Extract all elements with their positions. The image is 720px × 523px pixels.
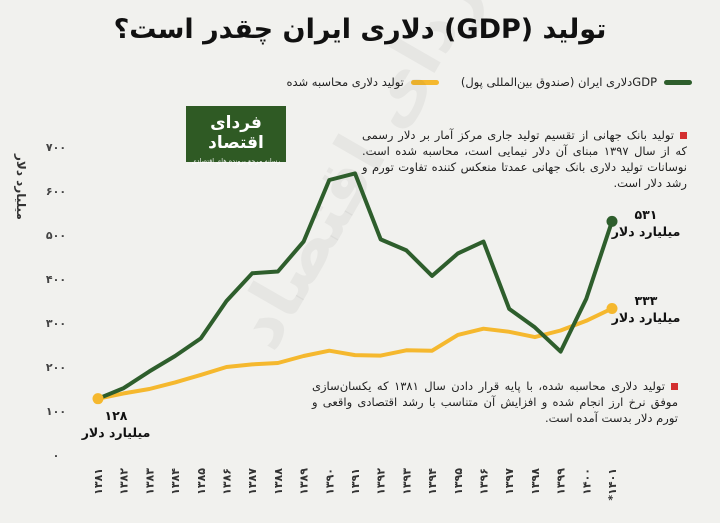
x-tick-label: ۱۳۸۸ [272, 468, 285, 495]
x-tick-label: ۱۳۹۷ [503, 468, 516, 495]
y-tick-label: ۷۰۰ [46, 141, 66, 154]
x-tick-label: ۱۳۸۶ [221, 468, 234, 495]
y-tick-label: ۲۰۰ [46, 361, 66, 374]
x-tick-label: ۱۳۹۵ [452, 468, 465, 495]
x-tick-label: ۱۳۹۰ [323, 468, 336, 495]
x-tick-label: ۱۳۹۲ [375, 468, 388, 495]
start-unit-label: میلیارد دلار [81, 425, 151, 440]
start-point-marker [92, 393, 104, 405]
y-tick-label: ۳۰۰ [46, 317, 66, 330]
x-tick-label: ۱۳۹۶ [478, 468, 491, 495]
end-green-unit-label: میلیارد دلار [611, 224, 681, 239]
y-tick-label: ۶۰۰ [46, 185, 66, 198]
y-axis-ticks: ۰ ۱۰۰ ۲۰۰ ۳۰۰ ۴۰۰ ۵۰۰ ۶۰۰ ۷۰۰ [46, 141, 66, 462]
note-2-text: تولید دلاری محاسبه شده، با پایه قرار داد… [312, 379, 678, 425]
note-world-bank: تولید بانک جهانی از تقسیم تولید جاری مرک… [362, 127, 687, 191]
y-tick-label: ۱۰۰ [46, 405, 66, 418]
end-green-value-label: ۵۳۱ [635, 207, 658, 222]
legend-label-green: GDPدلاری ایران (صندوق بین‌المللی پول) [460, 75, 657, 89]
note-bullet-icon [680, 132, 687, 139]
x-tick-label: ۱۳۸۵ [195, 468, 208, 495]
end-yellow-value-label: ۳۳۳ [635, 293, 658, 308]
legend-swatch-green [664, 79, 692, 85]
chart-title: تولید (GDP) دلاری ایران چقدر است؟ [113, 14, 607, 45]
logo: فردای اقتصاد رسانه مرجع پرونده های اقتصا… [186, 106, 286, 165]
note-1-text: تولید بانک جهانی از تقسیم تولید جاری مرک… [362, 128, 687, 190]
legend-swatch-yellow [410, 79, 439, 85]
x-tick-label: ۱۳۸۱ [92, 468, 105, 495]
note-calculated: تولید دلاری محاسبه شده، با پایه قرار داد… [312, 378, 678, 426]
legend-item-green: GDPدلاری ایران (صندوق بین‌المللی پول) [461, 75, 692, 89]
x-tick-label: ۱۳۹۱ [349, 468, 362, 495]
x-tick-label: ۱۳۸۴ [169, 468, 182, 495]
x-tick-label: ۱۳۸۹ [298, 468, 311, 495]
start-value-label: ۱۲۸ [105, 408, 128, 423]
end-point-marker-imf [606, 215, 618, 227]
y-axis-label: میلیارد دلار [14, 154, 28, 220]
legend-label-yellow: تولید دلاری محاسبه شده [286, 75, 404, 89]
y-tick-label: ۴۰۰ [46, 273, 66, 286]
x-tick-label: ۱۳۸۳ [143, 468, 156, 495]
x-tick-label: ۱۳۹۸ [529, 468, 542, 495]
x-tick-label: ۱۳۹۹ [555, 468, 568, 495]
y-tick-label: ۰ [53, 449, 60, 462]
x-tick-label: ۱۳۸۷ [246, 468, 259, 495]
x-tick-label: ۱۳۸۲ [118, 468, 131, 495]
logo-main-text: فردای اقتصاد [208, 113, 264, 153]
series-line-imf [96, 171, 614, 401]
x-axis-ticks: ۱۳۸۱ ۱۳۸۲ ۱۳۸۳ ۱۳۸۴ ۱۳۸۵ ۱۳۸۶ ۱۳۸۷ ۱۳۸۸ ۱۳۸۹ ۱۳۹۰… [92, 468, 619, 501]
end-point-marker-calculated [606, 302, 618, 314]
x-tick-label: ۱۳۹۳ [400, 468, 413, 495]
end-yellow-unit-label: میلیارد دلار [611, 310, 681, 325]
legend: GDPدلاری ایران (صندوق بین‌المللی پول) تو… [286, 75, 692, 89]
note-bullet-icon [671, 383, 678, 390]
x-tick-label: ۱۴۰۰ [580, 468, 593, 495]
y-tick-label: ۵۰۰ [46, 229, 66, 242]
legend-item-yellow: تولید دلاری محاسبه شده [286, 75, 439, 89]
logo-sub-text: رسانه مرجع پرونده های اقتصادی [191, 157, 281, 165]
x-tick-label: ۱۳۹۴ [426, 468, 439, 495]
endpoint-markers [92, 215, 618, 405]
series-line-calculated [96, 306, 614, 401]
x-tick-label: *۱۴۰۱ [606, 468, 619, 501]
